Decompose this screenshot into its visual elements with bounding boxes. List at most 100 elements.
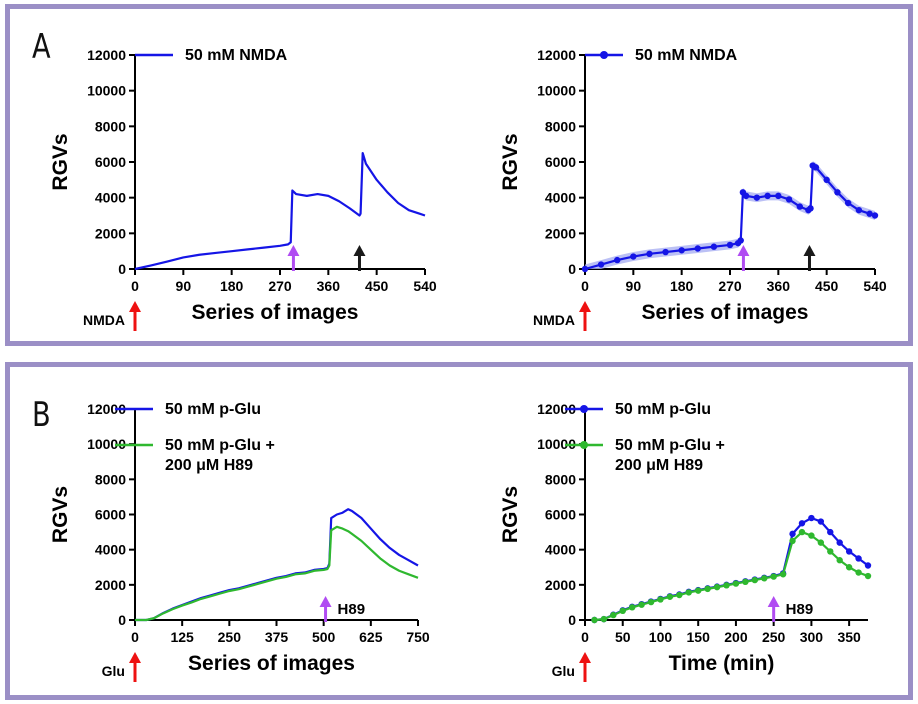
y-tick-label: 2000 [545, 225, 576, 241]
data-point [737, 237, 744, 244]
legend-label: 50 mM p-Glu +200 μM H89 [165, 437, 275, 474]
x-tick-label: 540 [863, 278, 887, 294]
data-point [775, 192, 782, 200]
data-point [871, 212, 879, 219]
arrow-head [353, 245, 366, 256]
x-tick-label: 125 [170, 629, 194, 645]
y-tick-label: 12000 [537, 47, 576, 63]
arrow-head [579, 652, 591, 663]
data-point [638, 601, 645, 608]
y-tick-label: 10000 [537, 83, 576, 99]
data-point [751, 576, 758, 584]
x-tick-label: 0 [581, 629, 589, 645]
data-point [694, 245, 701, 252]
arrow-label: Glu [102, 663, 125, 679]
data-point [845, 548, 853, 555]
x-tick-label: 300 [800, 629, 824, 645]
data-point [789, 530, 796, 538]
panel-a: A 0 2000 4000 6000 8000 10000 12000 0 90 180 270 36… [5, 4, 913, 346]
data-point [732, 580, 740, 587]
data-point [855, 206, 863, 214]
data-point [676, 591, 683, 599]
legend-label: 50 mM p-Glu [165, 401, 261, 418]
data-point [647, 598, 655, 606]
arrow-head [767, 596, 780, 607]
data-point [864, 572, 872, 580]
x-tick-label: 625 [359, 629, 383, 645]
data-point [581, 265, 589, 273]
arrow-label: Glu [552, 663, 575, 679]
x-tick-label: 250 [218, 629, 242, 645]
data-point [798, 520, 806, 527]
arrow-head [129, 652, 141, 663]
legend-label: 50 mM p-Glu [615, 401, 711, 418]
series-line-0 [134, 151, 426, 271]
y-tick-label: 0 [568, 261, 576, 277]
x-tick-label: 360 [767, 278, 791, 294]
data-point [817, 518, 825, 525]
data-point [600, 615, 608, 623]
chart-b1: 0 2000 4000 6000 8000 10000 12000 0 125 250 375 500… [49, 401, 430, 682]
chart-a1: 0 2000 4000 6000 8000 10000 12000 0 90 180 270 360 4… [49, 47, 437, 331]
data-point [723, 582, 730, 589]
data-point [685, 589, 692, 596]
x-tick-label: 270 [268, 278, 292, 294]
x-axis-label: Time (min) [669, 652, 775, 675]
x-tick-label: 90 [626, 278, 642, 294]
data-point [695, 587, 702, 594]
y-tick-label: 6000 [545, 154, 576, 170]
chart-a2: 0 2000 4000 6000 8000 10000 12000 0 90 180 270 360 4… [499, 47, 887, 331]
x-tick-label: 0 [131, 278, 139, 294]
data-point [678, 247, 685, 254]
x-axis-label: Series of images [192, 301, 359, 324]
x-tick-label: 350 [837, 629, 861, 645]
arrow-head [579, 301, 591, 312]
legend-marker [600, 51, 608, 59]
y-tick-label: 6000 [95, 507, 126, 523]
series-line-1 [594, 530, 869, 622]
data-point [704, 585, 711, 593]
y-tick-label: 6000 [95, 154, 126, 170]
data-point [628, 604, 636, 611]
data-point [817, 539, 825, 546]
panel-letter-a: A [32, 27, 51, 67]
data-point [807, 205, 814, 212]
data-point [812, 164, 820, 171]
data-point [770, 573, 777, 580]
data-point [764, 192, 771, 200]
arrow-head [287, 245, 300, 256]
x-tick-label: 750 [406, 629, 430, 645]
data-point [836, 539, 843, 546]
y-tick-label: 10000 [87, 436, 126, 452]
y-tick-label: 8000 [545, 118, 576, 134]
y-axis-label: RGVs [499, 486, 522, 543]
x-tick-label: 0 [131, 629, 139, 645]
x-tick-label: 180 [670, 278, 694, 294]
data-point [630, 253, 637, 260]
series-line-0 [594, 516, 869, 622]
x-tick-label: 0 [581, 278, 589, 294]
y-tick-label: 2000 [95, 225, 126, 241]
y-tick-label: 0 [568, 612, 576, 628]
y-tick-label: 2000 [95, 577, 126, 593]
data-point [845, 564, 853, 571]
data-point [789, 537, 796, 545]
data-point [610, 611, 617, 619]
data-point [844, 199, 852, 207]
x-tick-label: 150 [687, 629, 711, 645]
data-point [798, 528, 806, 536]
data-point [866, 210, 873, 217]
arrow-head [803, 245, 816, 256]
data-point [761, 575, 768, 582]
y-tick-label: 4000 [545, 190, 576, 206]
panel-letter-b: B [32, 395, 51, 435]
data-point [597, 261, 605, 268]
y-tick-label: 10000 [87, 83, 126, 99]
data-point [785, 196, 793, 203]
x-tick-label: 540 [413, 278, 437, 294]
data-point [713, 583, 721, 591]
y-tick-label: 2000 [545, 577, 576, 593]
chart-b2: 0 2000 4000 6000 8000 10000 12000 0 50 100 150 200 2… [499, 401, 872, 682]
arrow-label: NMDA [83, 312, 125, 328]
y-tick-label: 4000 [95, 542, 126, 558]
